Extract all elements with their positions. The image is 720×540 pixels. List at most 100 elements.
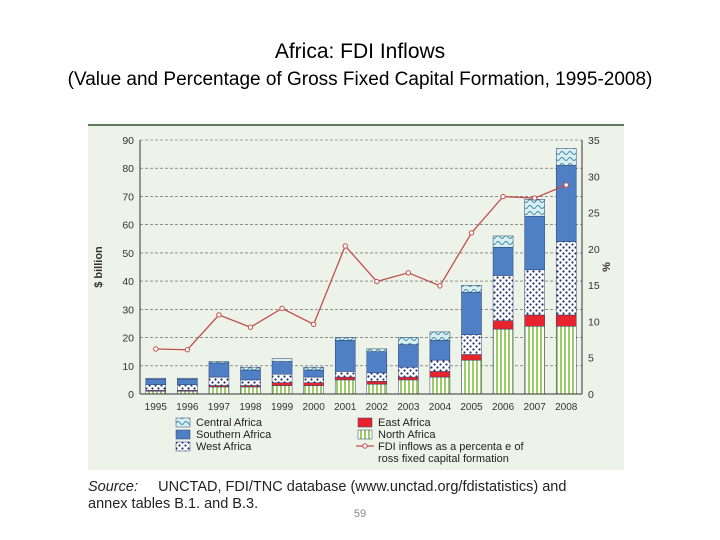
bar-east-africa-2005 <box>461 354 482 361</box>
y-tick-label: 30 <box>122 304 134 316</box>
legend-line-label-2: ross fixed capital formation <box>378 453 509 465</box>
bar-north-africa-2007 <box>524 326 545 395</box>
source-label: Source: <box>88 479 138 495</box>
line-point-2006 <box>500 193 506 200</box>
chart-panel: 0 10 20 30 40 50 60 70 80 90 0 5 10 15 20 25 30 35 $ billi… <box>88 124 624 470</box>
bar-central-africa-2004 <box>429 331 451 341</box>
bar-west-africa-2002 <box>366 372 388 382</box>
chart-title: Africa: FDI Inflows <box>274 40 446 63</box>
bar-southern-africa-2000 <box>303 369 324 378</box>
bar-west-africa-2001 <box>334 371 356 378</box>
source-line2: annex tables B.1. and B.3. <box>88 496 259 512</box>
bar-central-africa-1996 <box>177 377 198 380</box>
line-point-1997 <box>216 312 222 318</box>
bar-west-africa-2007 <box>524 269 545 316</box>
bar-north-africa-1998 <box>240 386 261 395</box>
bar-east-africa-2004 <box>429 371 451 378</box>
bar-west-africa-2004 <box>429 359 451 372</box>
bar-central-africa-1997 <box>208 361 230 364</box>
bar-central-africa-2000 <box>303 366 324 371</box>
legend-north-label: North Africa <box>378 429 436 441</box>
line-point-1999 <box>279 305 285 312</box>
bar-west-africa-1999 <box>271 373 293 383</box>
bar-southern-africa-2008 <box>555 165 577 242</box>
y-tick-label: 0 <box>128 389 134 401</box>
bar-east-africa-2003 <box>398 376 419 381</box>
bar-north-africa-2002 <box>366 383 388 395</box>
bar-west-africa-2006 <box>492 275 514 321</box>
bar-central-africa-2001 <box>334 337 356 341</box>
bar-west-africa-1997 <box>208 376 230 386</box>
bar-central-africa-2002 <box>366 348 388 352</box>
x-tick-label: 1999 <box>271 402 294 413</box>
bar-north-africa-2005 <box>461 359 482 395</box>
y2-axis-label: % <box>601 262 613 272</box>
y2-tick-label: 30 <box>588 171 600 183</box>
chart-subtitle: (Value and Percentage of Gross Fixed Cap… <box>67 69 653 90</box>
y2-tick-label: 35 <box>588 135 600 147</box>
x-tick-label: 1998 <box>239 402 262 413</box>
bar-north-africa-2008 <box>555 326 577 395</box>
y2-tick-label: 15 <box>588 280 600 292</box>
bar-southern-africa-1998 <box>240 369 261 381</box>
y2-tick-label: 10 <box>588 316 600 328</box>
x-tick-label: 2001 <box>334 402 357 413</box>
bar-east-africa-2002 <box>366 381 388 385</box>
legend-east-label: East Africa <box>378 417 431 429</box>
bar-southern-africa-1996 <box>177 378 198 385</box>
line-point-2001 <box>342 243 348 249</box>
bar-central-africa-1998 <box>240 366 261 371</box>
bar-west-africa-1995 <box>145 384 167 391</box>
bar-east-africa-2007 <box>524 314 545 327</box>
x-tick-label: 2003 <box>397 402 420 413</box>
source-note: Source: UNCTAD, FDI/TNC database (www.un… <box>88 479 628 513</box>
bar-east-africa-2008 <box>555 314 577 327</box>
bar-southern-africa-2005 <box>461 292 482 335</box>
y-tick-label: 60 <box>122 220 134 232</box>
bar-north-africa-2006 <box>492 328 514 395</box>
bar-central-africa-2003 <box>398 337 419 345</box>
line-point-2003 <box>405 270 412 276</box>
line-point-1996 <box>184 347 191 353</box>
legend-east-swatch <box>357 417 373 428</box>
y-tick-label: 50 <box>122 248 134 260</box>
y-tick-label: 10 <box>122 361 134 373</box>
line-point-2000 <box>310 321 317 328</box>
legend-line-label-1: FDI inflows as a percenta e of <box>378 441 524 453</box>
bar-east-africa-2001 <box>334 376 356 381</box>
bar-southern-africa-2004 <box>429 340 451 361</box>
bar-central-africa-1999 <box>271 358 293 362</box>
line-point-2007 <box>531 195 538 201</box>
x-tick-label: 1995 <box>145 402 168 413</box>
x-tick-label: 2005 <box>460 402 483 413</box>
y2-tick-label: 20 <box>588 244 600 256</box>
legend-southern-swatch <box>175 429 191 440</box>
y-tick-label: 20 <box>122 333 134 345</box>
line-point-1995 <box>153 346 159 352</box>
x-tick-label: 1996 <box>176 402 199 413</box>
bar-east-africa-2006 <box>492 320 514 330</box>
bar-southern-africa-1997 <box>208 362 230 378</box>
bar-southern-africa-2001 <box>334 340 356 372</box>
line-point-2005 <box>468 230 475 236</box>
fdi-chart: 0 10 20 30 40 50 60 70 80 90 0 5 10 15 20 25 30 35 $ billi… <box>93 135 613 465</box>
bar-north-africa-1997 <box>208 386 230 395</box>
bar-southern-africa-2007 <box>524 215 545 271</box>
bar-west-africa-2003 <box>398 366 419 378</box>
line-point-2004 <box>437 283 443 289</box>
bar-central-africa-2007 <box>524 199 545 217</box>
legend-west-swatch <box>175 441 191 452</box>
y-tick-label: 80 <box>122 163 134 175</box>
bar-north-africa-1999 <box>271 385 293 395</box>
legend-line-marker <box>362 443 368 449</box>
bar-west-africa-1998 <box>240 379 261 386</box>
x-tick-label: 2004 <box>429 402 452 413</box>
bar-central-africa-2005 <box>461 285 482 293</box>
y2-tick-label: 25 <box>588 208 600 220</box>
bar-east-africa-2000 <box>303 382 324 386</box>
line-point-2008 <box>563 182 569 188</box>
y-tick-label: 40 <box>122 276 134 288</box>
x-tick-label: 2008 <box>555 402 578 413</box>
bar-central-africa-2006 <box>492 235 514 248</box>
bar-west-africa-2008 <box>555 241 577 316</box>
